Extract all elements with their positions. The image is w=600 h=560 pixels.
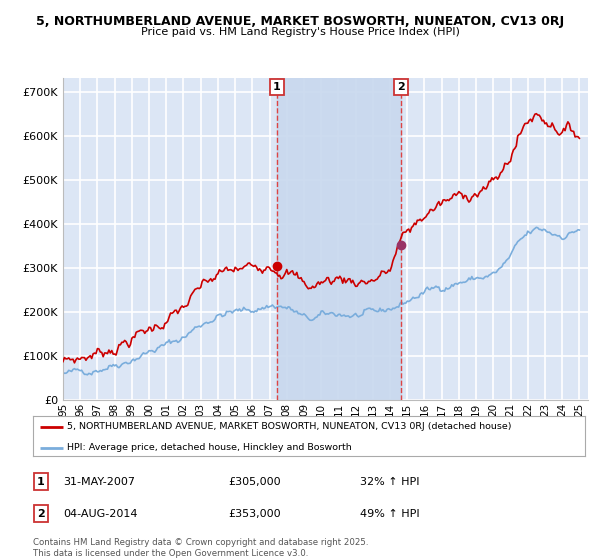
Text: 49% ↑ HPI: 49% ↑ HPI [360,508,419,519]
Bar [277,78,401,400]
Text: £305,000: £305,000 [228,477,281,487]
Text: HPI: Average price, detached house, Hinckley and Bosworth: HPI: Average price, detached house, Hinc… [67,443,352,452]
Text: 2: 2 [37,508,44,519]
Text: 5, NORTHUMBERLAND AVENUE, MARKET BOSWORTH, NUNEATON, CV13 0RJ (detached house): 5, NORTHUMBERLAND AVENUE, MARKET BOSWORT… [67,422,512,431]
Text: 2: 2 [397,82,404,92]
Text: £353,000: £353,000 [228,508,281,519]
Text: 1: 1 [37,477,44,487]
Text: 32% ↑ HPI: 32% ↑ HPI [360,477,419,487]
Text: 04-AUG-2014: 04-AUG-2014 [63,508,137,519]
Text: Price paid vs. HM Land Registry's House Price Index (HPI): Price paid vs. HM Land Registry's House … [140,27,460,37]
Text: 5, NORTHUMBERLAND AVENUE, MARKET BOSWORTH, NUNEATON, CV13 0RJ: 5, NORTHUMBERLAND AVENUE, MARKET BOSWORT… [36,15,564,28]
Text: 1: 1 [273,82,281,92]
Text: Contains HM Land Registry data © Crown copyright and database right 2025.
This d: Contains HM Land Registry data © Crown c… [33,538,368,558]
Text: 31-MAY-2007: 31-MAY-2007 [63,477,135,487]
